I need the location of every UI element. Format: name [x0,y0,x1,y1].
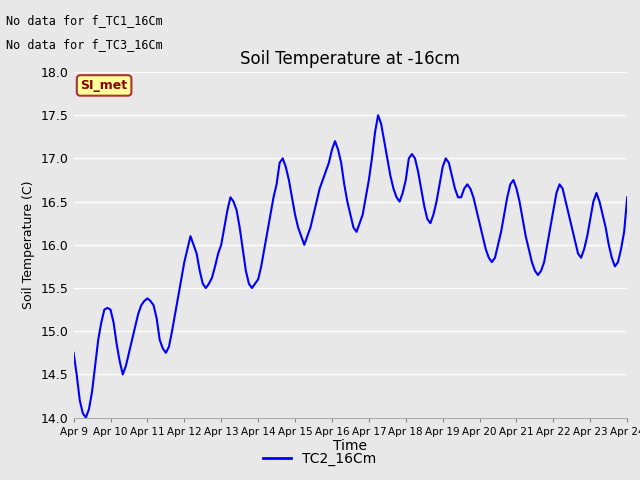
Text: SI_met: SI_met [81,79,127,92]
Title: Soil Temperature at -16cm: Soil Temperature at -16cm [241,49,460,68]
Text: No data for f_TC1_16Cm: No data for f_TC1_16Cm [6,14,163,27]
Text: No data for f_TC3_16Cm: No data for f_TC3_16Cm [6,38,163,51]
X-axis label: Time: Time [333,439,367,454]
Legend: TC2_16Cm: TC2_16Cm [257,445,383,473]
Y-axis label: Soil Temperature (C): Soil Temperature (C) [22,180,35,309]
